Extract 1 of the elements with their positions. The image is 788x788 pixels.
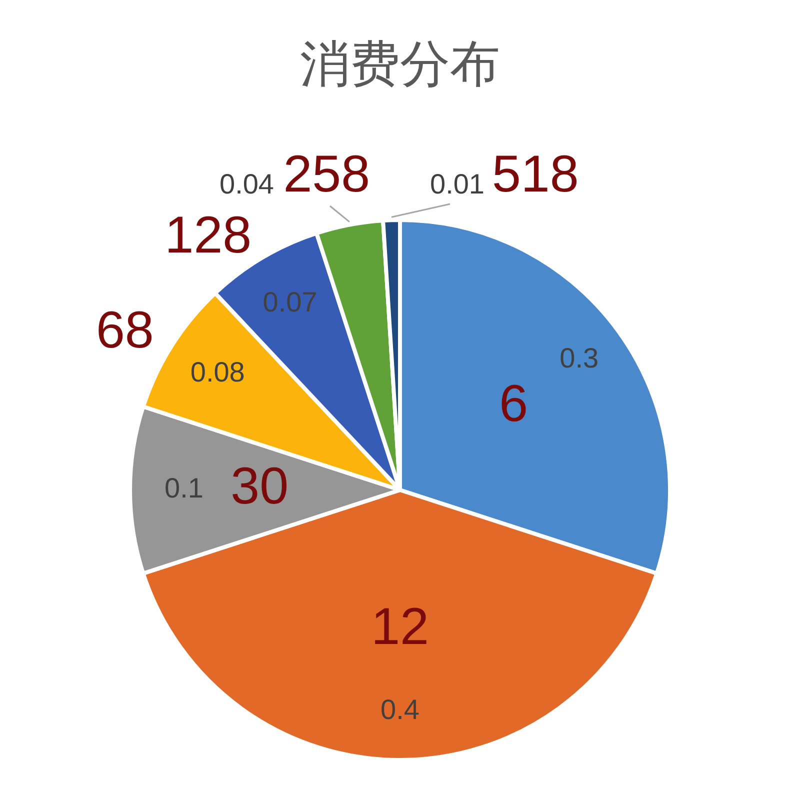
title: 消费分布 — [300, 36, 500, 92]
